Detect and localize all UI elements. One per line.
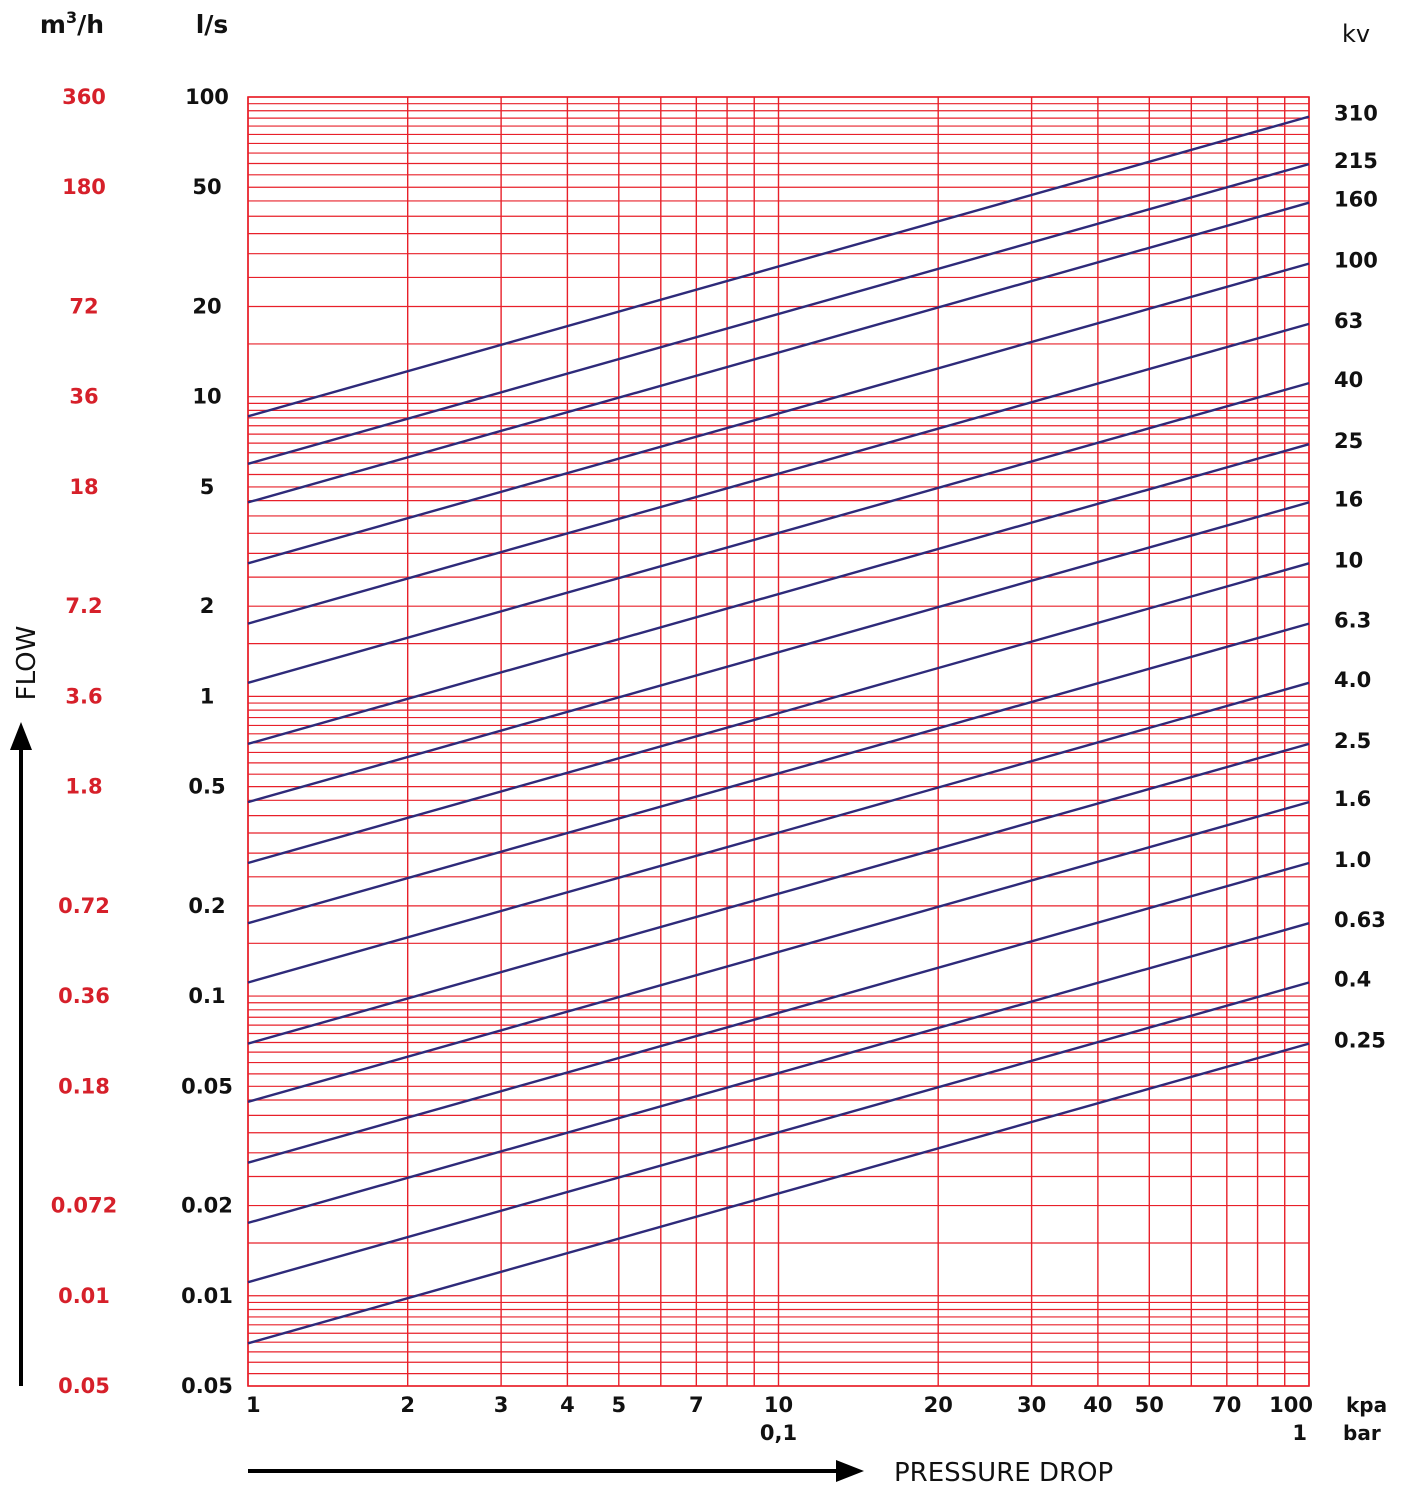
kv-header: kv (1342, 20, 1370, 48)
y-tick-ls: 0.5 (188, 775, 225, 799)
kv-label: 10 (1334, 548, 1363, 572)
x-axis-ticks: 1 2 3 4 5 7 10 20 30 40 50 70 100 0,1 1 (246, 1393, 1313, 1445)
y-tick-ls: 20 (192, 295, 221, 319)
pressure-drop-label: PRESSURE DROP (894, 1458, 1113, 1488)
kv-line-63 (247, 322, 1310, 625)
kv-label: 40 (1334, 368, 1363, 392)
kv-label: 310 (1334, 102, 1378, 126)
kv-line-0.25 (247, 1042, 1310, 1345)
kv-label: 1.0 (1334, 848, 1371, 872)
x-tick-kpa: 100 (1269, 1393, 1313, 1417)
y-tick-ls: 2 (200, 594, 215, 618)
kv-label: 100 (1334, 249, 1378, 273)
kv-line-16 (247, 501, 1310, 804)
pressure-drop-arrow (248, 1460, 864, 1482)
x-tick-kpa: 70 (1212, 1393, 1241, 1417)
kv-label: 6.3 (1334, 609, 1371, 633)
kv-line-0.63 (247, 922, 1310, 1225)
x-tick-kpa: 3 (494, 1393, 509, 1417)
kv-line-100 (247, 262, 1310, 565)
y-tick-ls: 0.05 (181, 1374, 233, 1398)
y-tick-m3h: 180 (62, 175, 106, 199)
kv-line-4.0 (247, 681, 1310, 984)
y-tick-ls: 0.05 (181, 1074, 233, 1098)
y-tick-m3h: 360 (62, 85, 106, 109)
kv-label: 63 (1334, 309, 1363, 333)
x-tick-kpa: 10 (764, 1393, 793, 1417)
y-tick-m3h: 0.072 (51, 1194, 117, 1218)
x-tick-kpa: 2 (400, 1393, 415, 1417)
x-unit-kpa: kpa (1346, 1393, 1387, 1417)
y-tick-ls: 50 (192, 175, 221, 199)
kv-line-310 (247, 115, 1310, 418)
y-tick-m3h: 7.2 (65, 594, 102, 618)
kv-labels: 310 215 160 100 63 40 25 16 10 6.3 4.0 2.5 1.6 1.0 0.6… (1334, 102, 1386, 1053)
y-tick-ls: 0.2 (188, 894, 225, 918)
plot-frame (247, 96, 1310, 1387)
y-tick-ls: 10 (192, 385, 221, 409)
kv-label: 0.4 (1334, 968, 1371, 992)
y-tick-ls: 0.01 (181, 1284, 233, 1308)
y-tick-m3h: 0.36 (58, 984, 110, 1008)
y-tick-m3h: 72 (69, 295, 98, 319)
kv-label: 160 (1334, 188, 1378, 212)
y-tick-ls: 100 (185, 85, 229, 109)
kv-label: 16 (1334, 487, 1363, 511)
y-header-m3h: m3/h (40, 8, 104, 39)
kv-label: 2.5 (1334, 729, 1371, 753)
x-tick-kpa: 30 (1017, 1393, 1046, 1417)
kv-label: 0.63 (1334, 908, 1386, 932)
x-tick-kpa: 40 (1083, 1393, 1112, 1417)
y-tick-m3h: 0.18 (58, 1074, 110, 1098)
x-tick-bar: 1 (1292, 1421, 1307, 1445)
y-tick-ls: 1 (200, 684, 215, 708)
y-tick-ls: 5 (200, 475, 215, 499)
x-tick-kpa: 1 (246, 1393, 261, 1417)
x-unit-bar: bar (1343, 1421, 1381, 1445)
x-tick-kpa: 4 (560, 1393, 575, 1417)
kv-line-1.0 (247, 861, 1310, 1164)
y-tick-m3h: 0.01 (58, 1284, 110, 1308)
kv-label: 215 (1334, 149, 1378, 173)
kv-line-10 (247, 562, 1310, 865)
kv-lines (247, 115, 1310, 1345)
kv-line-1.6 (247, 800, 1310, 1103)
kv-line-40 (247, 381, 1310, 684)
y-tick-ls: 0.02 (181, 1194, 233, 1218)
y-axis-ticks: 360 100 180 50 72 20 36 10 18 5 7.2 2 3.6 1 1.8 0.5 0.72… (51, 85, 233, 1398)
y-tick-m3h: 0.05 (58, 1374, 110, 1398)
y-tick-m3h: 1.8 (65, 775, 102, 799)
kv-label: 25 (1334, 429, 1363, 453)
kv-label: 1.6 (1334, 787, 1371, 811)
kv-line-0.4 (247, 981, 1310, 1284)
flow-axis-label: FLOW (12, 626, 42, 701)
x-tick-kpa: 5 (611, 1393, 626, 1417)
y-tick-m3h: 36 (69, 385, 98, 409)
kv-line-160 (247, 201, 1310, 504)
y-tick-ls: 0.1 (188, 984, 225, 1008)
y-header-ls: l/s (196, 10, 229, 39)
x-tick-kpa: 7 (689, 1393, 704, 1417)
kv-line-2.5 (247, 742, 1310, 1045)
x-tick-bar: 0,1 (760, 1421, 797, 1445)
kv-label: 0.25 (1334, 1029, 1386, 1053)
kv-line-215 (247, 162, 1310, 465)
y-tick-m3h: 18 (69, 475, 98, 499)
kv-line-6.3 (247, 622, 1310, 925)
x-tick-kpa: 20 (924, 1393, 953, 1417)
kv-line-25 (247, 443, 1310, 746)
flow-arrow (10, 722, 32, 1386)
y-tick-m3h: 0.72 (58, 894, 110, 918)
y-tick-m3h: 3.6 (65, 684, 102, 708)
kv-label: 4.0 (1334, 668, 1371, 692)
x-tick-kpa: 50 (1135, 1393, 1164, 1417)
